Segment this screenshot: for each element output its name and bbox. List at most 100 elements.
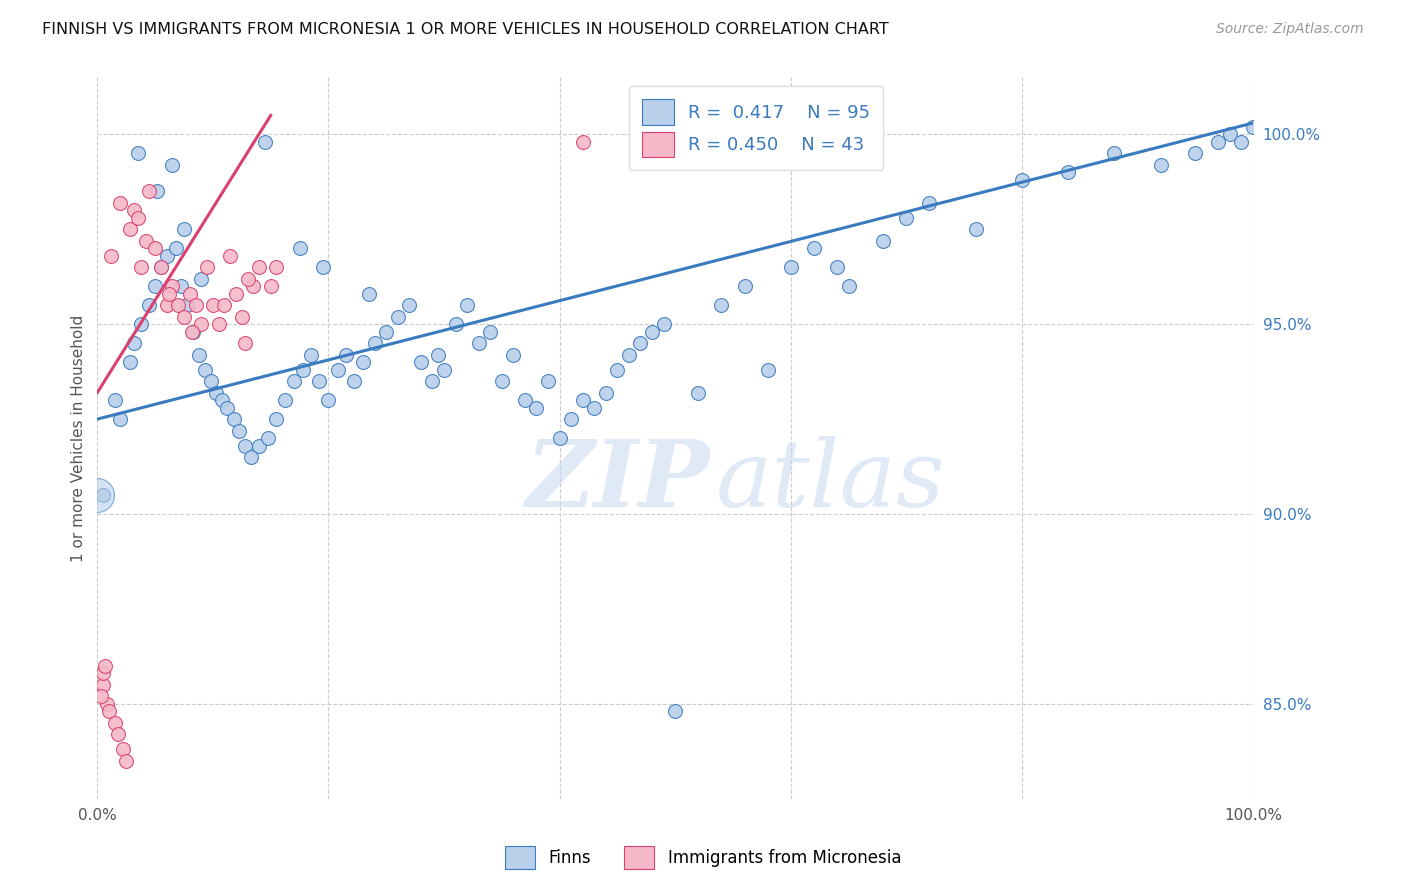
Point — [104, 393, 127, 408]
Point — [91, 678, 114, 692]
Point — [228, 424, 250, 438]
Point — [710, 298, 733, 312]
Point — [479, 325, 502, 339]
Point — [214, 298, 236, 312]
Point — [965, 222, 987, 236]
Point — [173, 310, 195, 324]
Point — [129, 317, 152, 331]
Point — [253, 135, 276, 149]
Point — [143, 241, 166, 255]
Point — [312, 260, 335, 275]
Point — [1230, 135, 1253, 149]
Point — [266, 260, 288, 275]
Point — [617, 348, 640, 362]
Point — [537, 374, 560, 388]
Point — [918, 195, 941, 210]
Point — [513, 393, 536, 408]
Point — [247, 260, 270, 275]
Point — [181, 325, 204, 339]
Point — [129, 260, 152, 275]
Point — [1149, 158, 1171, 172]
Point — [138, 298, 160, 312]
Point — [266, 412, 288, 426]
Point — [215, 401, 238, 415]
Point — [149, 260, 172, 275]
Point — [156, 298, 179, 312]
Point — [91, 488, 114, 502]
Point — [595, 385, 617, 400]
Point — [427, 348, 450, 362]
Point — [364, 336, 387, 351]
Point — [179, 286, 201, 301]
Point — [124, 203, 146, 218]
Point — [100, 249, 122, 263]
Point — [548, 431, 571, 445]
Point — [641, 325, 664, 339]
Legend: Finns, Immigrants from Micronesia: Finns, Immigrants from Micronesia — [495, 836, 911, 880]
Point — [257, 431, 280, 445]
Point — [167, 298, 190, 312]
Point — [409, 355, 432, 369]
Point — [571, 135, 593, 149]
Point — [652, 317, 675, 331]
Point — [456, 298, 478, 312]
Point — [299, 348, 322, 362]
Point — [115, 754, 138, 768]
Text: atlas: atlas — [716, 436, 945, 526]
Point — [502, 348, 524, 362]
Point — [135, 234, 157, 248]
Y-axis label: 1 or more Vehicles in Household: 1 or more Vehicles in Household — [72, 315, 86, 562]
Point — [146, 184, 169, 198]
Point — [111, 742, 134, 756]
Point — [94, 659, 117, 673]
Point — [352, 355, 374, 369]
Point — [433, 363, 456, 377]
Point — [233, 336, 256, 351]
Point — [630, 336, 652, 351]
Point — [156, 249, 179, 263]
Point — [526, 401, 548, 415]
Point — [318, 393, 340, 408]
Point — [375, 325, 398, 339]
Point — [91, 666, 114, 681]
Point — [231, 310, 253, 324]
Point — [190, 317, 212, 331]
Point — [162, 158, 184, 172]
Point — [288, 241, 311, 255]
Point — [896, 211, 918, 225]
Point — [181, 325, 204, 339]
Point — [734, 279, 756, 293]
Point — [233, 439, 256, 453]
Point — [444, 317, 467, 331]
Point — [260, 279, 283, 293]
Point — [118, 222, 141, 236]
Point — [335, 348, 357, 362]
Point — [219, 249, 242, 263]
Point — [1011, 173, 1033, 187]
Point — [97, 705, 120, 719]
Point — [273, 393, 295, 408]
Text: ZIP: ZIP — [526, 436, 710, 526]
Point — [825, 260, 848, 275]
Point — [837, 279, 859, 293]
Point — [606, 363, 628, 377]
Point — [195, 260, 218, 275]
Point — [242, 279, 264, 293]
Point — [756, 363, 779, 377]
Point — [157, 286, 180, 301]
Point — [467, 336, 489, 351]
Point — [560, 412, 582, 426]
Point — [190, 271, 212, 285]
Point — [162, 279, 184, 293]
Point — [138, 184, 160, 198]
Point — [201, 298, 224, 312]
Point — [169, 279, 191, 293]
Point — [222, 412, 245, 426]
Legend: R =  0.417    N = 95, R = 0.450    N = 43: R = 0.417 N = 95, R = 0.450 N = 43 — [628, 87, 883, 170]
Point — [107, 727, 129, 741]
Point — [1104, 146, 1126, 161]
Point — [491, 374, 513, 388]
Point — [664, 705, 686, 719]
Point — [188, 348, 211, 362]
Point — [200, 374, 222, 388]
